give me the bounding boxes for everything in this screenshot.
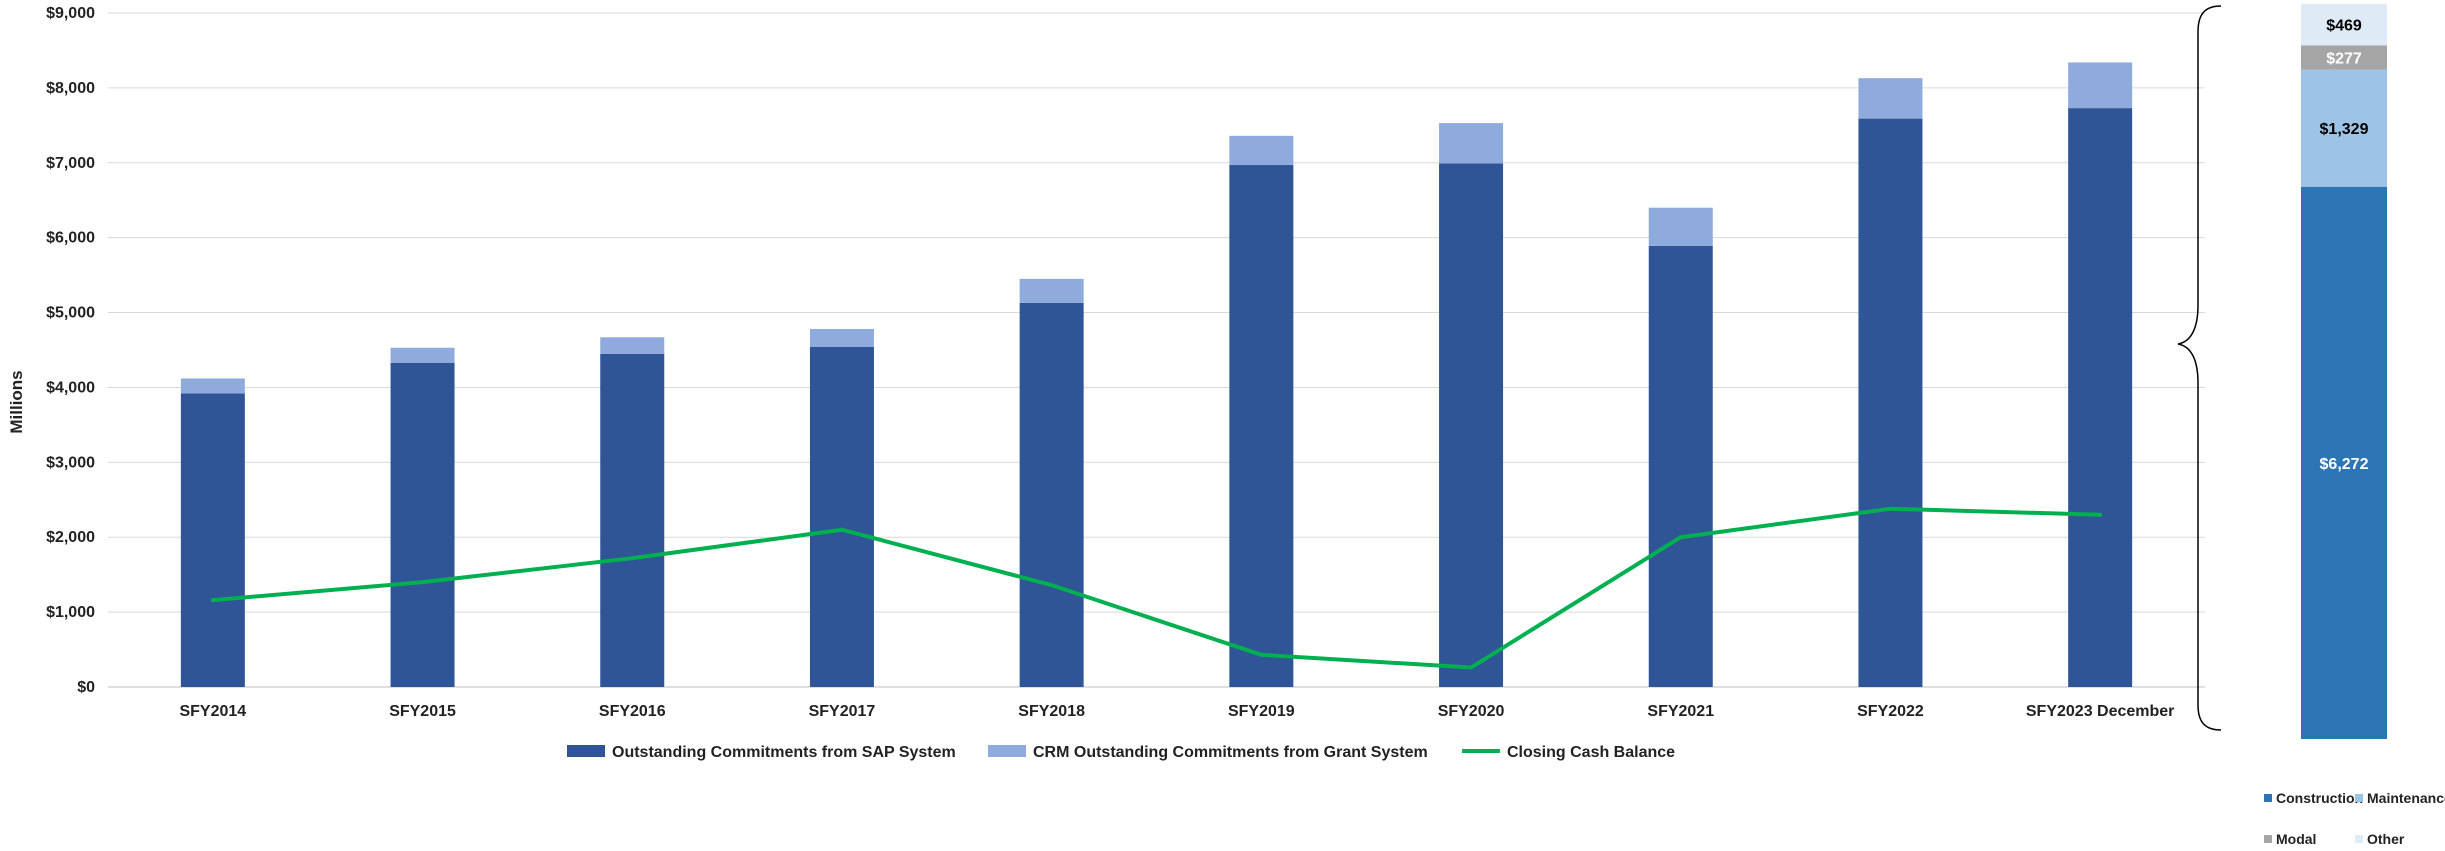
bar-sap [2068, 108, 2133, 687]
cash-balance-point [1469, 665, 1474, 670]
bar-sap [809, 347, 874, 687]
y-tick-label: $7,000 [46, 155, 95, 172]
brace-shape [2177, 5, 2222, 731]
bar-crm [1648, 207, 1713, 246]
legend-swatch [567, 745, 605, 757]
legend-swatch [988, 745, 1026, 757]
x-tick-label: SFY2020 [1438, 703, 1505, 720]
x-tick-label: SFY2023 December [2026, 703, 2175, 720]
legend-swatch [2264, 794, 2272, 802]
x-tick-label: SFY2017 [809, 703, 876, 720]
bar-crm [1858, 78, 1923, 119]
bar-sap [600, 353, 665, 687]
x-axis-ticks: SFY2014 SFY2015 SFY2016 SFY2017 SFY2018 SFY20… [179, 703, 2174, 720]
y-tick-label: $5,000 [46, 305, 95, 322]
legend-label: Modal [2276, 831, 2316, 847]
bar-crm [1019, 278, 1084, 303]
x-tick-label: SFY2014 [179, 703, 246, 720]
cash-balance-point [1888, 506, 1893, 511]
bar-crm [1229, 135, 1294, 166]
legend-label: CRM Outstanding Commitments from Grant S… [1033, 744, 1428, 761]
breakdown-stacked-bar: $6,272 $1,329 $277 $469 [2301, 4, 2387, 740]
bar-crm [1439, 123, 1504, 164]
y-axis-title: Millions [7, 370, 26, 433]
cash-balance-point [210, 598, 215, 603]
legend-label: Construction [2276, 790, 2363, 806]
legend-label: Other [2367, 831, 2405, 847]
bar-crm [2068, 62, 2133, 109]
segment-label: $1,329 [2320, 121, 2369, 138]
bar-sap [1858, 118, 1923, 688]
bar-sap [1648, 245, 1713, 687]
bar-crm [180, 378, 245, 394]
breakdown-legend: Construction Maintenance Modal Other [2264, 790, 2445, 847]
y-tick-label: $6,000 [46, 230, 95, 247]
bar-sap [390, 362, 455, 687]
legend-label: Closing Cash Balance [1507, 744, 1675, 761]
y-tick-label: $9,000 [46, 5, 95, 22]
x-tick-label: SFY2022 [1857, 703, 1924, 720]
cash-balance-point [420, 580, 425, 585]
segment-label: $6,272 [2320, 456, 2369, 473]
cash-balance-line [210, 506, 2103, 670]
bar-sap [1019, 302, 1084, 687]
y-tick-label: $3,000 [46, 454, 95, 471]
cash-balance-point [1259, 652, 1264, 657]
y-tick-label: $4,000 [46, 379, 95, 396]
legend-swatch [2355, 835, 2363, 843]
x-tick-label: SFY2016 [599, 703, 666, 720]
y-tick-label: $0 [77, 679, 95, 696]
gridlines [108, 12, 2205, 688]
cash-balance-point [630, 556, 635, 561]
segment-label: $277 [2326, 50, 2362, 67]
legend-label: Outstanding Commitments from SAP System [612, 744, 956, 761]
cash-balance-point [1678, 535, 1683, 540]
x-tick-label: SFY2019 [1228, 703, 1295, 720]
segment-label: $469 [2326, 18, 2362, 35]
segment-modal [2301, 45, 2387, 70]
bar-crm [809, 329, 874, 348]
cash-balance-point [1049, 583, 1054, 588]
bar-crm [600, 337, 665, 354]
segment-maintenance [2301, 69, 2387, 187]
x-tick-label: SFY2021 [1647, 703, 1714, 720]
segment-other [2301, 4, 2387, 46]
y-axis-ticks: $0 $1,000 $2,000 $3,000 $4,000 $5,000 $6,000 $7… [46, 5, 95, 696]
x-tick-label: SFY2018 [1018, 703, 1085, 720]
bar-sap [180, 393, 245, 687]
legend-swatch [2355, 794, 2363, 802]
cash-balance-polyline [212, 506, 2101, 670]
legend-swatch [2264, 835, 2272, 843]
x-tick-label: SFY2015 [389, 703, 456, 720]
y-tick-label: $1,000 [46, 604, 95, 621]
legend-label: Maintenance [2367, 790, 2445, 806]
bar-sap [1439, 163, 1504, 687]
brace [2177, 5, 2222, 731]
main-legend: Outstanding Commitments from SAP System C… [567, 744, 1675, 761]
cash-balance-point [839, 527, 844, 532]
segment-construction [2301, 186, 2387, 740]
bars [180, 62, 2133, 688]
bar-crm [390, 347, 455, 363]
cash-balance-point [2098, 512, 2103, 517]
bar-sap [1229, 165, 1294, 688]
y-tick-label: $2,000 [46, 529, 95, 546]
y-tick-label: $8,000 [46, 80, 95, 97]
